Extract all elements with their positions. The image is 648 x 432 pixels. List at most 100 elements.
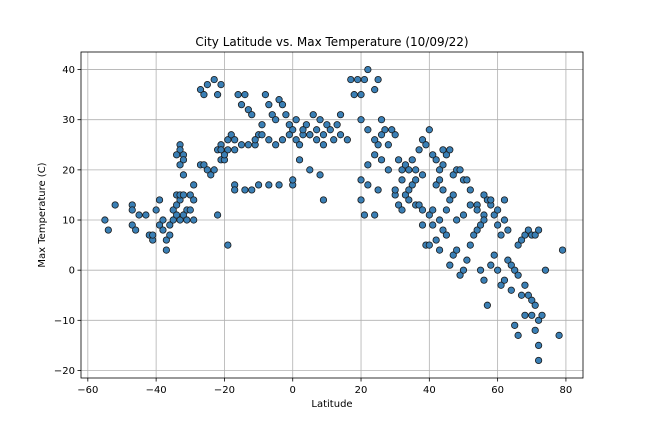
data-point [326,126,334,134]
data-point [135,211,143,219]
data-point [384,166,392,174]
data-point [507,286,515,294]
data-point [524,226,532,234]
data-point [190,181,198,189]
data-point [531,231,539,239]
data-point [500,276,509,284]
data-point [166,231,174,239]
data-point [319,196,328,204]
data-point [323,121,331,129]
data-point [398,206,406,214]
data-point [435,216,444,224]
data-point [377,131,386,139]
data-point [394,156,403,164]
data-point [292,136,300,144]
data-point [398,166,406,174]
data-point [528,296,536,304]
data-point [449,191,457,199]
data-point [176,161,184,169]
data-point [207,171,215,179]
data-point [186,191,194,199]
data-point [224,136,232,144]
data-point [535,356,543,365]
data-point [248,111,256,119]
data-point [412,166,420,174]
data-point [179,156,188,164]
data-point [213,211,222,219]
data-point [203,166,211,174]
y-tick-label: 40 [62,65,75,76]
data-point [541,266,550,274]
data-point [128,206,136,214]
data-point [425,126,433,134]
data-point [186,206,194,214]
data-point [371,151,379,159]
data-point [555,331,563,339]
data-point [360,211,369,219]
data-point [517,291,526,299]
data-point [473,226,481,234]
data-point [196,86,205,94]
data-point [405,166,413,174]
data-point [535,226,543,234]
data-point [272,116,280,124]
data-point [466,241,474,249]
data-point [224,241,232,249]
data-point [364,126,372,134]
x-tick-label: −40 [146,385,167,396]
data-point [360,75,369,84]
data-point [173,211,181,219]
data-point [439,186,447,194]
data-point [463,256,471,264]
data-point [313,126,321,134]
data-point [275,181,283,189]
data-point [487,261,495,269]
data-point [473,206,481,214]
data-point [220,151,229,159]
y-tick-label: 20 [62,165,75,176]
data-point [388,126,396,134]
data-point [162,236,170,244]
data-point [425,211,433,219]
data-point [244,106,252,114]
data-point [357,91,365,99]
data-point [319,131,328,139]
data-point [494,206,502,214]
data-point [336,131,345,139]
data-point [272,141,280,149]
data-point [278,101,287,109]
data-point [504,226,512,234]
x-tick-label: −20 [214,385,235,396]
data-point [535,341,543,349]
data-point [511,266,519,274]
data-point [476,221,485,229]
data-point [231,136,239,144]
data-point [347,75,355,84]
data-point [432,156,440,164]
data-point [442,151,451,159]
data-point [333,121,341,129]
data-point [435,176,444,184]
data-point [401,161,410,169]
data-point [302,121,310,129]
data-point [377,116,386,124]
data-point [466,186,474,194]
data-point [463,176,471,184]
data-point [159,216,167,224]
data-point [306,166,314,174]
data-point [459,211,468,219]
data-point [418,206,427,214]
data-point [470,231,478,239]
data-point [439,146,447,154]
data-point [480,191,488,199]
data-point [446,261,454,269]
data-point [456,271,464,279]
data-point [497,231,505,239]
data-point [231,186,239,194]
x-tick-label: 60 [491,385,504,396]
data-point [425,241,433,249]
data-point [371,136,379,144]
data-point [224,146,232,154]
data-point [248,186,256,194]
y-tick-label: −20 [54,366,75,377]
